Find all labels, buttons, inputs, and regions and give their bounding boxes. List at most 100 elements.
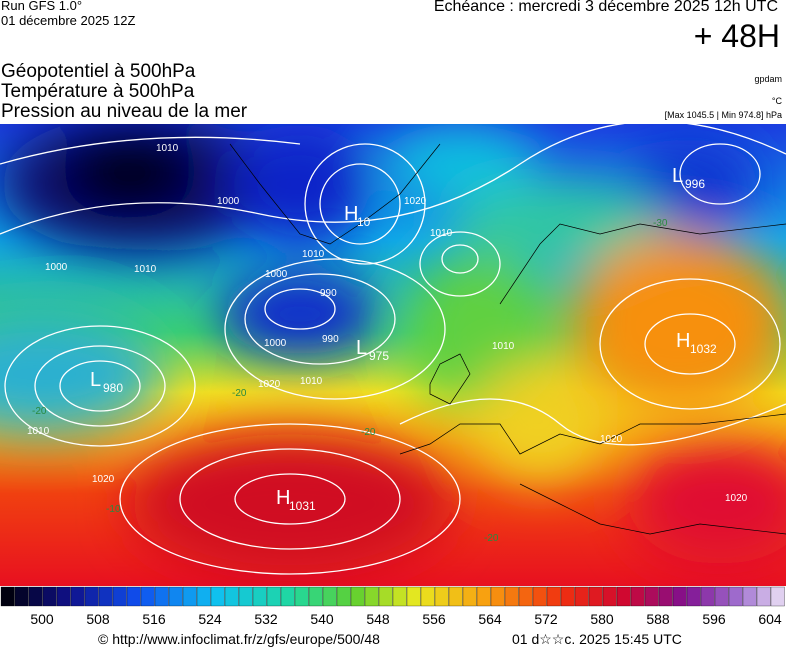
lead-time: + 48H — [693, 18, 780, 54]
colorbar-swatch — [98, 586, 113, 607]
colorbar-swatch — [280, 586, 295, 607]
colorbar-swatch — [0, 586, 15, 607]
colorbar-swatch — [448, 586, 463, 607]
colorbar-swatch — [756, 586, 771, 607]
isobar-label: 1020 — [404, 196, 427, 207]
center-value: 1032 — [690, 342, 717, 356]
colorbar-tick-label: 548 — [366, 611, 390, 626]
isobar-label: 1000 — [217, 196, 240, 207]
colorbar-swatch — [658, 586, 673, 607]
isobar-label: 1010 — [134, 264, 157, 275]
colorbar-swatch — [70, 586, 85, 607]
colorbar-swatch — [686, 586, 701, 607]
colorbar-swatch — [308, 586, 323, 607]
colorbar-swatch — [630, 586, 645, 607]
colorbar-swatch — [168, 586, 183, 607]
isobar-label: 990 — [320, 288, 337, 299]
colorbar-swatch — [602, 586, 617, 607]
colorbar-swatch — [350, 586, 365, 607]
colorbar-swatch — [224, 586, 239, 607]
center-value: 10 — [357, 215, 371, 229]
isobar-label: 1010 — [492, 341, 515, 352]
colorbar-swatch — [714, 586, 729, 607]
isobar-label: 1010 — [27, 426, 50, 437]
colorbar-swatch — [238, 586, 253, 607]
colorbar-swatch — [518, 586, 533, 607]
colorbar-swatch — [336, 586, 351, 607]
isobar-label: 990 — [322, 334, 339, 345]
colorbar-tick-label: 516 — [142, 611, 166, 626]
colorbar-swatch — [364, 586, 379, 607]
colorbar-swatch — [462, 586, 477, 607]
run-date: 01 décembre 2025 12Z — [1, 13, 136, 28]
center-letter: H — [344, 203, 358, 225]
isobar-label: 1020 — [258, 379, 281, 390]
center-value: 1031 — [289, 499, 316, 513]
isobar-label: 1020 — [92, 474, 115, 485]
valid-time: Echéance : mercredi 3 décembre 2025 12h … — [433, 0, 778, 15]
colorbar-swatch — [182, 586, 197, 607]
colorbar-swatch — [700, 586, 715, 607]
footer-source: © http://www.infoclimat.fr/z/gfs/europe/… — [98, 631, 380, 647]
extremes: [Max 1045.5 | Min 974.8] hPa — [664, 110, 782, 120]
isobar-label: 1000 — [265, 269, 288, 280]
colorbar-swatch — [42, 586, 57, 607]
colorbar-swatch — [434, 586, 449, 607]
colorbar-swatch — [252, 586, 267, 607]
center-letter: L — [356, 337, 367, 359]
center-value: 975 — [369, 349, 389, 363]
colorbar-tick-label: 604 — [758, 611, 782, 626]
center-letter: H — [676, 330, 690, 352]
center-value: 980 — [103, 381, 123, 395]
colorbar-tick-label: 572 — [534, 611, 558, 626]
footer-date: 01 d☆☆c. 2025 15:45 UTC — [512, 631, 682, 647]
colorbar-swatch — [154, 586, 169, 607]
colorbar-tick-label: 532 — [254, 611, 278, 626]
colorbar-swatch — [392, 586, 407, 607]
colorbar-swatch — [546, 586, 561, 607]
colorbar-swatch — [294, 586, 309, 607]
isobar-label: 1010 — [430, 228, 453, 239]
colorbar-swatch — [266, 586, 281, 607]
colorbar-tick-label: 596 — [702, 611, 726, 626]
colorbar-swatch — [14, 586, 29, 607]
isobar-label: 1010 — [302, 249, 325, 260]
colorbar-swatch — [322, 586, 337, 607]
colorbar-swatch — [140, 586, 155, 607]
colorbar-swatch — [196, 586, 211, 607]
temp-label: -30 — [653, 218, 668, 229]
isobar-label: 1000 — [45, 262, 68, 273]
temp-label: -20 — [232, 388, 247, 399]
center-letter: L — [672, 165, 683, 187]
colorbar-swatch — [112, 586, 127, 607]
unit-temp: °C — [771, 96, 782, 106]
colorbar-swatch — [644, 586, 659, 607]
center-value: 996 — [685, 177, 705, 191]
colorbar-swatch — [616, 586, 631, 607]
colorbar-swatch — [28, 586, 43, 607]
colorbar-swatch — [378, 586, 393, 607]
colorbar: 500 508 516 524 532 540 548 556 564 572 580 588 596 6… — [0, 586, 785, 626]
colorbar-swatch — [742, 586, 757, 607]
legend-line: Géopotentiel à 500hPa — [1, 61, 196, 82]
run: Run GFS 1.0° — [1, 0, 83, 13]
colorbar-swatch — [672, 586, 687, 607]
temp-label: -20 — [361, 427, 376, 438]
colorbar-swatch — [574, 586, 589, 607]
colorbar-tick-label: 564 — [478, 611, 502, 626]
colorbar-swatch — [406, 586, 421, 607]
colorbar-swatch — [504, 586, 519, 607]
colorbar-tick-label: 588 — [646, 611, 670, 626]
colorbar-swatch — [588, 586, 603, 607]
colorbar-tick-label: 500 — [30, 611, 54, 626]
colorbar-tick-label: 580 — [590, 611, 614, 626]
colorbar-swatch — [728, 586, 743, 607]
isobar-label: 1020 — [725, 493, 748, 504]
colorbar-swatch — [770, 586, 785, 607]
colorbar-tick-label: 508 — [86, 611, 110, 626]
isobar-label: 1010 — [156, 143, 179, 154]
colorbar-tick-label: 540 — [310, 611, 334, 626]
colorbar-swatch — [210, 586, 225, 607]
